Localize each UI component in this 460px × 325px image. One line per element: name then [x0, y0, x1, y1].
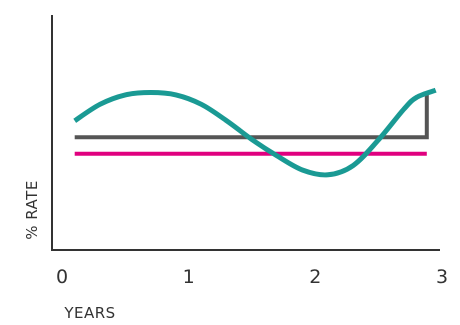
x-tick-labels: 0 1 2 3: [56, 266, 448, 288]
x-tick-label: 2: [309, 266, 321, 288]
y-axis-label: % RATE: [23, 180, 41, 240]
x-tick-label: 3: [436, 266, 448, 288]
x-tick-label: 1: [183, 266, 195, 288]
x-axis-label: YEARS: [63, 304, 115, 322]
gray-step-series-line: [74, 94, 429, 140]
x-tick-label: 0: [56, 266, 68, 288]
series-layer: [73, 87, 437, 178]
teal-series-curve: [73, 87, 437, 178]
